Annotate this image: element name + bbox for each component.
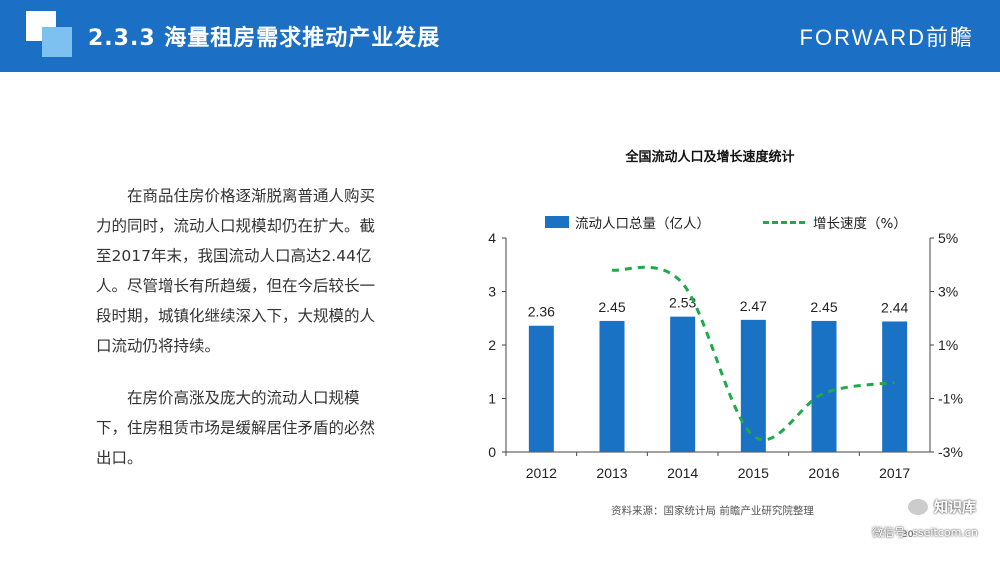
x-tick-label: 2012	[526, 465, 557, 481]
y-tick-label-left: 0	[488, 444, 496, 460]
legend-item-growth: 增长速度（%）	[763, 212, 907, 232]
y-tick-label-right: 1%	[938, 337, 958, 353]
y-tick-label-left: 1	[488, 391, 496, 407]
body-text: 在商品住房价格逐渐脱离普通人购买力的同时，流动人口规模却仍在扩大。截至2017年…	[96, 181, 386, 473]
source-note: 资料来源：国家统计局 前瞻产业研究院整理	[611, 505, 814, 517]
bar-data-label: 2.47	[740, 298, 767, 314]
page-title: 2.3.3 海量租房需求推动产业发展	[88, 26, 441, 51]
paragraph-2: 在房价高涨及庞大的流动人口规模下，住房租赁市场是缓解居住矛盾的必然出口。	[96, 389, 376, 467]
bar	[811, 320, 837, 452]
bar	[882, 321, 908, 452]
x-tick-label: 2013	[596, 465, 627, 481]
x-tick-label: 2015	[738, 465, 769, 481]
y-tick-label-left: 4	[488, 230, 496, 246]
y-tick-label-right: -1%	[938, 391, 963, 407]
logo-squares-icon	[26, 11, 72, 57]
bar-data-label: 2.45	[598, 299, 625, 315]
bar	[599, 320, 625, 452]
bar-data-label: 2.44	[881, 299, 908, 315]
legend-label-population: 流动人口总量（亿人）	[575, 216, 710, 232]
chart-plot: 0 1 2 3 4 -3% -1% 1% 3% 5% 2.36 2.45 2.53 2.47 2.45 2.4…	[488, 230, 963, 481]
x-tick-label: 2014	[667, 465, 698, 481]
legend-item-population: 流动人口总量（亿人）	[545, 212, 710, 232]
x-tick-label: 2016	[808, 465, 839, 481]
bar	[528, 325, 554, 452]
legend-line-swatch	[763, 220, 805, 224]
y-tick-label-left: 3	[488, 284, 496, 300]
watermark-wechat: 知识库	[908, 497, 976, 517]
bar-data-label: 2.45	[810, 299, 837, 315]
watermark-name: 知识库	[934, 500, 976, 516]
x-tick-label: 2017	[879, 465, 910, 481]
brand-logo: FORWARD前瞻	[799, 25, 974, 50]
bar	[740, 319, 766, 452]
growth-line	[611, 265, 895, 442]
page-number: 30	[902, 530, 914, 540]
bar-data-label: 2.53	[669, 295, 696, 311]
y-tick-label-right: -3%	[938, 444, 963, 460]
paragraph-1: 在商品住房价格逐渐脱离普通人购买力的同时，流动人口规模却仍在扩大。截至2017年…	[96, 187, 376, 355]
legend-bar-swatch	[545, 216, 569, 228]
wechat-icon	[908, 499, 928, 515]
y-tick-label-right: 5%	[938, 230, 958, 246]
legend-label-growth: 增长速度（%）	[813, 216, 907, 232]
chart-title: 全国流动人口及增长速度统计	[625, 150, 795, 165]
bar-data-label: 2.36	[528, 304, 555, 320]
header-bar: 2.3.3 海量租房需求推动产业发展 FORWARD前瞻	[0, 0, 1000, 72]
y-tick-label-right: 3%	[938, 284, 958, 300]
watermark-url: 微信号: sseitcom.cn	[872, 526, 978, 539]
bar	[670, 316, 696, 452]
y-tick-label-left: 2	[488, 337, 496, 353]
